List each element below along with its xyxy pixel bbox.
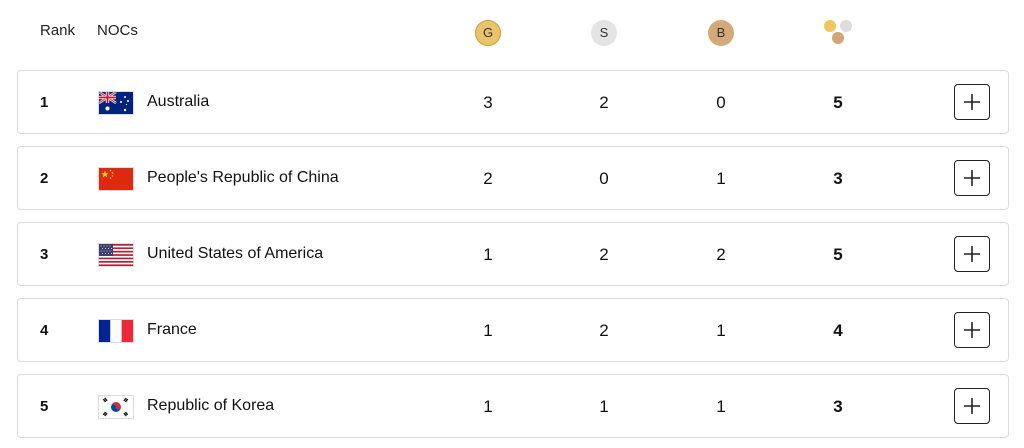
noc-name[interactable]: Republic of Korea bbox=[147, 397, 275, 414]
bronze-count: 0 bbox=[716, 93, 726, 112]
gold-count: 2 bbox=[483, 169, 493, 188]
usa-flag-icon bbox=[98, 243, 134, 267]
gold-medal-icon[interactable]: G bbox=[475, 20, 501, 46]
gold-count: 1 bbox=[483, 245, 493, 264]
noc-name[interactable]: Australia bbox=[147, 93, 210, 110]
plus-icon bbox=[964, 246, 980, 262]
total-count: 5 bbox=[833, 93, 843, 112]
noc-name[interactable]: People's Republic of China bbox=[147, 169, 339, 186]
korea-flag-icon bbox=[98, 395, 134, 419]
silver-count: 2 bbox=[599, 93, 609, 112]
gold-count: 1 bbox=[483, 397, 493, 416]
rank-value: 1 bbox=[40, 94, 49, 111]
bronze-count: 1 bbox=[716, 169, 726, 188]
plus-icon bbox=[964, 94, 980, 110]
rank-value: 5 bbox=[40, 398, 49, 415]
bronze-medal-icon[interactable]: B bbox=[708, 20, 734, 46]
australia-flag-icon bbox=[98, 91, 134, 115]
plus-icon bbox=[964, 170, 980, 186]
rank-value: 3 bbox=[40, 246, 49, 263]
noc-name[interactable]: France bbox=[147, 321, 197, 338]
table-row[interactable]: 3 United States of America 1 2 2 5 bbox=[17, 222, 1009, 286]
plus-icon bbox=[964, 322, 980, 338]
gold-count: 1 bbox=[483, 321, 493, 340]
table-row[interactable]: 2 People's Republic of China 2 0 1 3 bbox=[17, 146, 1009, 210]
silver-count: 2 bbox=[599, 321, 609, 340]
gold-count: 3 bbox=[483, 93, 493, 112]
nocs-column-header[interactable]: NOCs bbox=[97, 22, 138, 39]
expand-row-button[interactable] bbox=[954, 312, 990, 348]
rank-value: 4 bbox=[40, 322, 49, 339]
rank-column-header[interactable]: Rank bbox=[40, 22, 76, 39]
china-flag-icon bbox=[98, 167, 134, 191]
total-count: 5 bbox=[833, 245, 843, 264]
medal-table-header: Rank NOCs G S B bbox=[0, 0, 1024, 64]
noc-name[interactable]: United States of America bbox=[147, 245, 324, 262]
expand-row-button[interactable] bbox=[954, 236, 990, 272]
france-flag-icon bbox=[98, 319, 134, 343]
expand-row-button[interactable] bbox=[954, 388, 990, 424]
table-row[interactable]: 5 Republic of Korea 1 1 1 3 bbox=[17, 374, 1009, 438]
total-count: 4 bbox=[833, 321, 843, 340]
table-row[interactable]: 1 Australia 3 2 0 5 bbox=[17, 70, 1009, 134]
plus-icon bbox=[964, 398, 980, 414]
silver-count: 0 bbox=[599, 169, 609, 188]
table-row[interactable]: 4 France 1 2 1 4 bbox=[17, 298, 1009, 362]
bronze-count: 1 bbox=[716, 397, 726, 416]
total-count: 3 bbox=[833, 397, 843, 416]
bronze-count: 1 bbox=[716, 321, 726, 340]
silver-count: 1 bbox=[599, 397, 609, 416]
expand-row-button[interactable] bbox=[954, 84, 990, 120]
silver-count: 2 bbox=[599, 245, 609, 264]
silver-medal-icon[interactable]: S bbox=[591, 20, 617, 46]
bronze-count: 2 bbox=[716, 245, 726, 264]
total-count: 3 bbox=[833, 169, 843, 188]
expand-row-button[interactable] bbox=[954, 160, 990, 196]
rank-value: 2 bbox=[40, 170, 49, 187]
total-medals-icon[interactable] bbox=[822, 18, 856, 48]
